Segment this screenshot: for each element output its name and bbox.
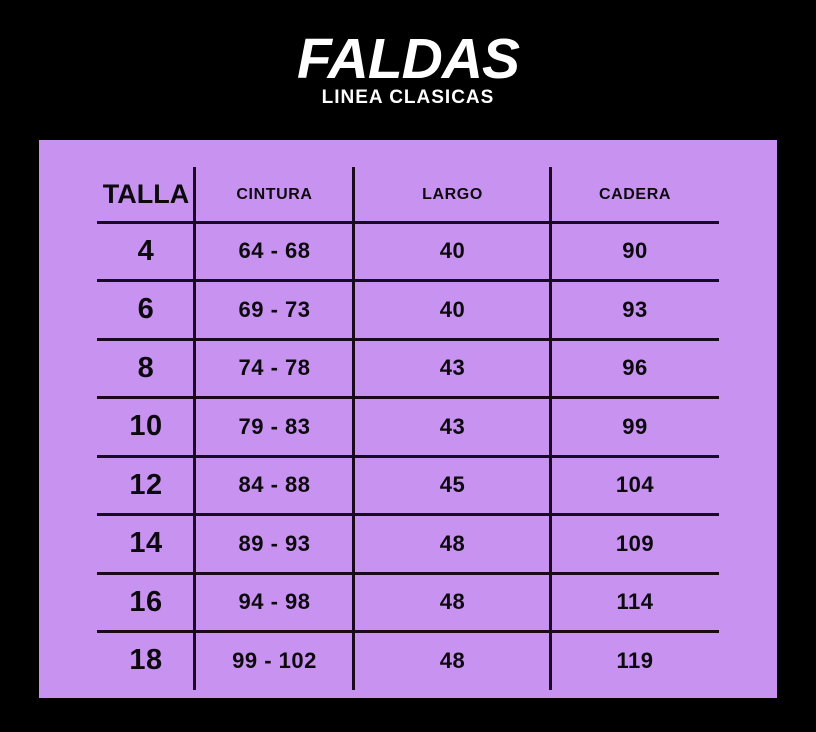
size-cell: 6	[137, 293, 155, 326]
column-header: CINTURA	[236, 185, 313, 203]
value-cell: 119	[616, 647, 654, 673]
column-header: LARGO	[422, 185, 483, 203]
value-cell: 99	[622, 413, 648, 439]
value-cell: 90	[622, 238, 648, 264]
value-cell: 89 - 93	[238, 530, 311, 556]
value-cell: 79 - 83	[238, 413, 311, 439]
value-cell: 48	[439, 647, 466, 673]
size-table-grid: TALLA CINTURA LARGO CADERA 4 64 - 68 40 90 6 69 -…	[97, 167, 719, 690]
size-cell: 12	[129, 468, 163, 501]
value-cell: 74 - 78	[238, 355, 311, 381]
value-cell: 43	[439, 413, 466, 439]
value-cell: 48	[439, 530, 466, 556]
size-cell: 16	[129, 585, 163, 618]
value-cell: 69 - 73	[238, 296, 311, 322]
value-cell: 114	[616, 589, 654, 615]
size-cell: 8	[137, 351, 155, 384]
value-cell: 43	[439, 355, 466, 381]
size-cell: 10	[129, 410, 163, 443]
page-subtitle: LINEA CLASICAS	[321, 87, 495, 108]
value-cell: 40	[439, 296, 466, 322]
value-cell: 109	[615, 530, 655, 556]
column-header: TALLA	[102, 179, 190, 209]
size-cell: 4	[137, 234, 155, 267]
value-cell: 96	[622, 355, 648, 381]
size-cell: 18	[129, 644, 163, 677]
value-cell: 64 - 68	[238, 238, 311, 264]
value-cell: 99 - 102	[232, 647, 317, 673]
value-cell: 48	[439, 589, 466, 615]
table-panel: TALLA CINTURA LARGO CADERA 4 64 - 68 40 90 6 69 -…	[39, 140, 777, 698]
value-cell: 94 - 98	[238, 589, 311, 615]
size-cell: 14	[129, 527, 163, 560]
column-header: CADERA	[598, 185, 672, 203]
value-cell: 104	[615, 472, 655, 498]
value-cell: 45	[439, 472, 466, 498]
page-title: FALDAS	[297, 27, 520, 91]
value-cell: 40	[439, 238, 466, 264]
value-cell: 84 - 88	[238, 472, 311, 498]
value-cell: 93	[622, 296, 648, 322]
